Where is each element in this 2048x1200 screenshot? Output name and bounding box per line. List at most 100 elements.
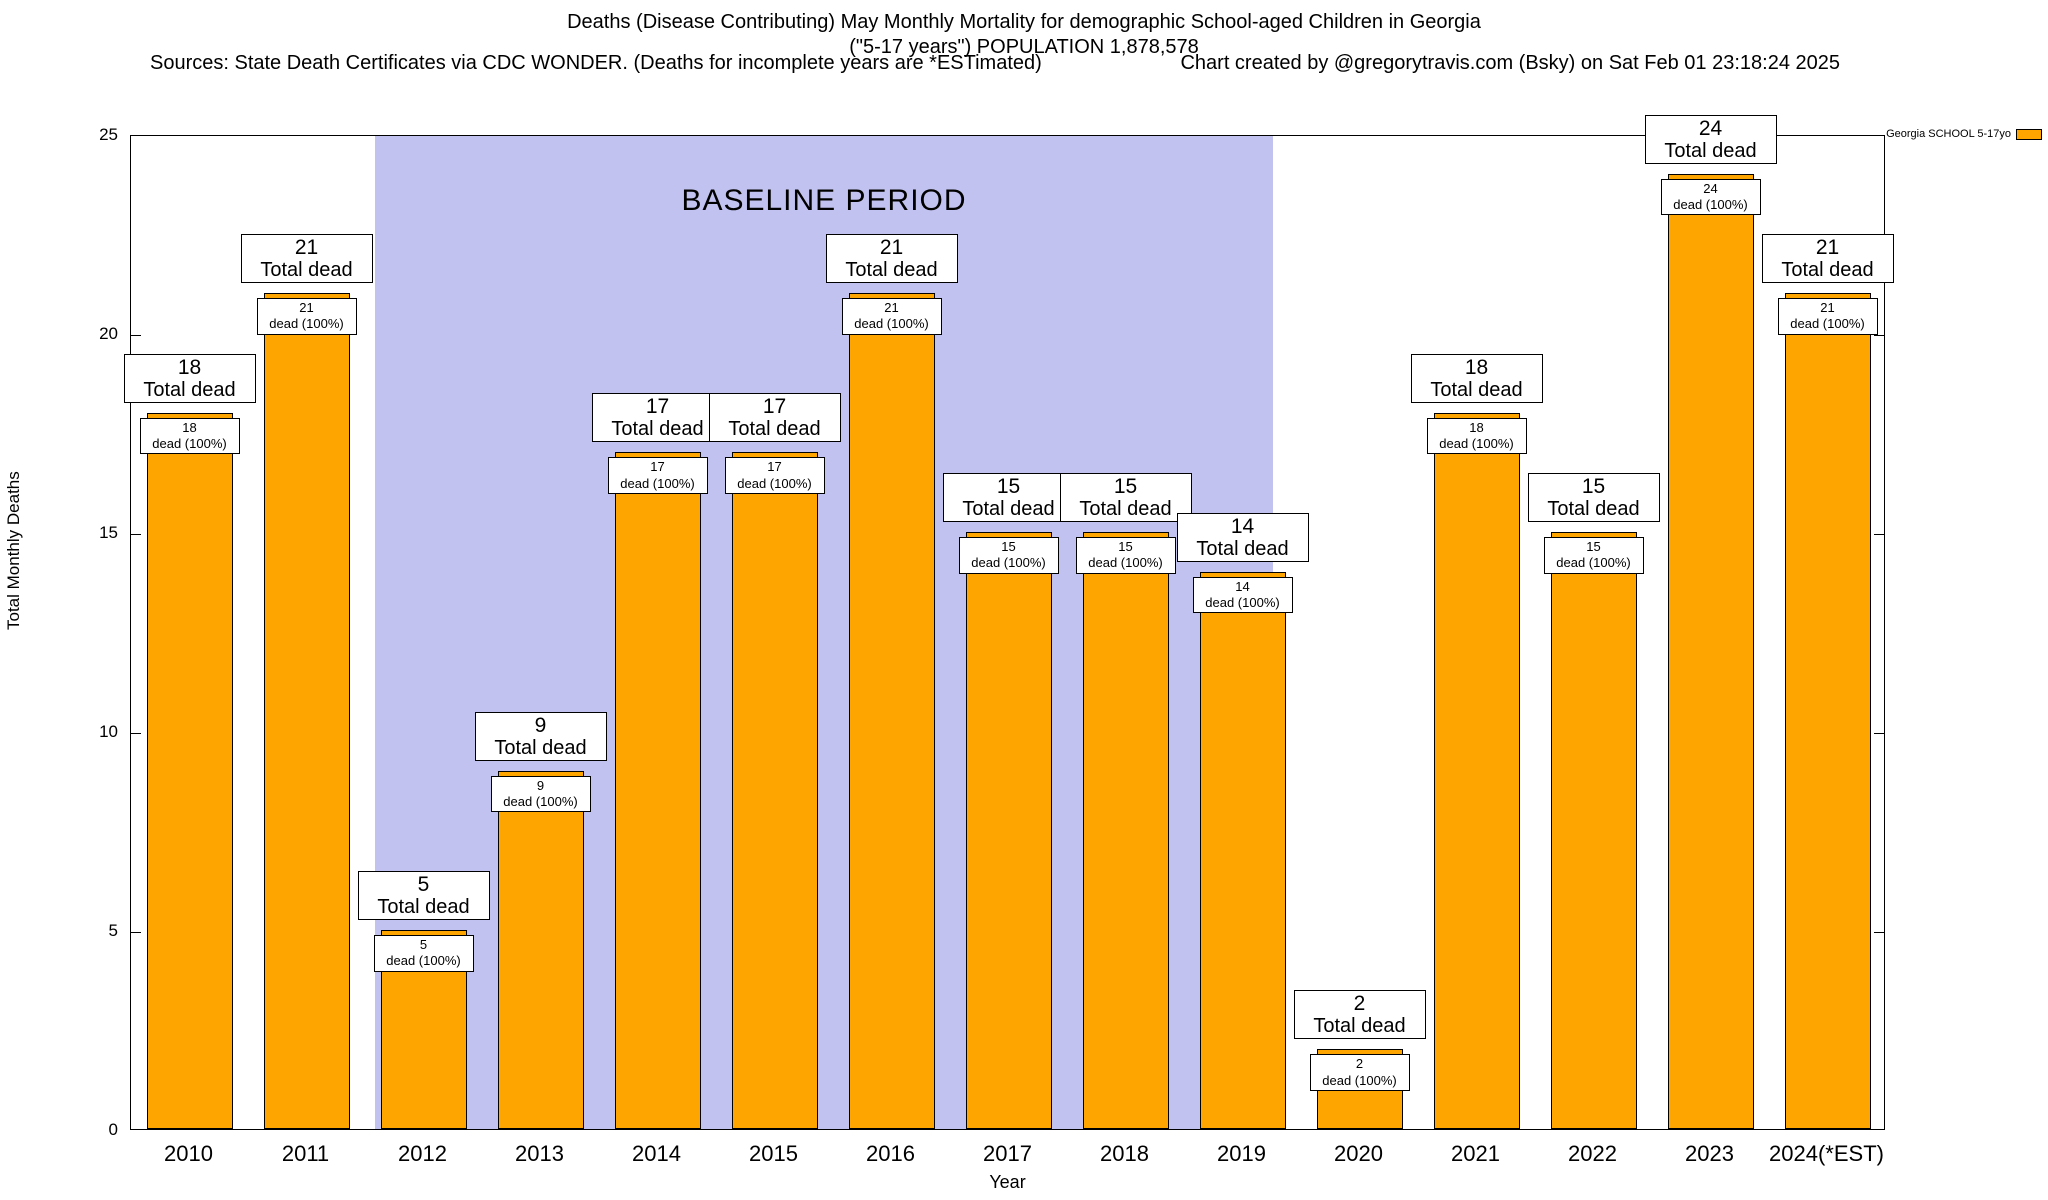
bar-segment-label-2017: 15 dead (100%) <box>958 537 1059 574</box>
bar-segment-label-2019: 14 dead (100%) <box>1192 576 1293 614</box>
chart-title-line1: Deaths (Disease Contributing) May Monthl… <box>567 11 1481 33</box>
y-tick-mark <box>131 534 141 535</box>
bar-segment-label-2015: 17 dead (100%) <box>724 457 825 494</box>
segment-value: 9 <box>536 777 545 793</box>
chart-subtitle-row: Sources: State Death Certificates via CD… <box>150 52 1840 75</box>
segment-value: 15 <box>1001 539 1016 554</box>
segment-value: 24 <box>1703 180 1718 196</box>
y-tick-label: 25 <box>99 125 118 144</box>
x-tick-label-2018: 2018 <box>1100 1141 1149 1166</box>
total-label: Total dead <box>377 896 470 918</box>
segment-label: dead (100%) <box>854 316 929 332</box>
total-label: Total dead <box>1781 259 1874 282</box>
chart-header: Deaths (Disease Contributing) May Monthl… <box>0 10 2048 60</box>
total-label: Total dead <box>1079 498 1172 520</box>
x-tick-label-2010: 2010 <box>164 1141 213 1166</box>
bar-segment-label-2024(*EST): 21 dead (100%) <box>1777 298 1878 335</box>
plot-area: BASELINE PERIOD 18 dead (100%) 18 Total dead… <box>123 114 1894 1130</box>
y-tick-mark <box>131 932 141 933</box>
bar-segment-label-2021: 18 dead (100%) <box>1426 417 1527 455</box>
bar-total-label-2011: 21 Total dead <box>240 234 373 284</box>
legend-swatch <box>2016 128 2042 140</box>
baseline-period-label: BASELINE PERIOD <box>681 184 967 217</box>
segment-label: dead (100%) <box>737 475 812 491</box>
bar-2021 <box>1433 412 1520 1129</box>
bar-segment-label-2011: 21 dead (100%) <box>256 298 357 335</box>
bar-total-label-2012: 5 Total dead <box>357 870 490 920</box>
segment-label: dead (100%) <box>269 316 344 332</box>
segment-label: dead (100%) <box>386 953 461 969</box>
total-label: Total dead <box>962 498 1055 520</box>
segment-label: dead (100%) <box>1556 555 1631 571</box>
x-tick-label-2012: 2012 <box>398 1141 447 1166</box>
y-tick-mark <box>131 335 141 336</box>
bar-total-label-2021: 18 Total dead <box>1410 353 1543 403</box>
legend: Georgia SCHOOL 5-17yo <box>1886 128 2042 140</box>
bar-total-label-2024(*EST): 21 Total dead <box>1761 234 1894 284</box>
y-axis-title: Total Monthly Deaths <box>4 471 23 630</box>
bar-segment-label-2014: 17 dead (100%) <box>607 457 708 494</box>
chart-title-line2: ("5-17 years") POPULATION 1,878,578 <box>849 36 1199 58</box>
total-label: Total dead <box>1547 498 1640 520</box>
bar-segment-label-2013: 9 dead (100%) <box>490 775 591 813</box>
total-value: 9 <box>534 713 547 737</box>
sources-text: Sources: State Death Certificates via CD… <box>150 52 1042 74</box>
total-label: Total dead <box>260 259 353 282</box>
bar-total-label-2016: 21 Total dead <box>825 234 958 284</box>
x-tick-label-2019: 2019 <box>1217 1141 1266 1166</box>
segment-label: dead (100%) <box>620 475 695 491</box>
bar-total-label-2023: 24 Total dead <box>1644 114 1777 164</box>
segment-value: 18 <box>1469 419 1484 435</box>
segment-value: 17 <box>767 459 782 475</box>
segment-label: dead (100%) <box>1205 595 1280 611</box>
segment-label: dead (100%) <box>971 555 1046 571</box>
x-axis-labels: 2010 2011 2012 2013 2014 2015 2016 2017 2018 2019… <box>130 1141 1885 1169</box>
x-tick-label-2013: 2013 <box>515 1141 564 1166</box>
bar-total-label-2010: 18 Total dead <box>123 353 256 403</box>
bar-segment-label-2016: 21 dead (100%) <box>841 298 942 335</box>
bar-segment-label-2023: 24 dead (100%) <box>1660 178 1761 216</box>
x-tick-label-2022: 2022 <box>1568 1141 1617 1166</box>
bar-total-label-2013: 9 Total dead <box>474 711 607 761</box>
total-value: 15 <box>1581 474 1606 498</box>
y-tick-label: 20 <box>99 324 118 343</box>
segment-value: 21 <box>884 300 899 316</box>
segment-label: dead (100%) <box>152 435 227 451</box>
bar-2013 <box>497 770 584 1129</box>
total-value: 18 <box>1464 355 1489 379</box>
y-tick-mark <box>1874 932 1884 933</box>
x-tick-label-2021: 2021 <box>1451 1141 1500 1166</box>
y-tick-label: 10 <box>99 722 118 741</box>
total-label: Total dead <box>1313 1015 1406 1038</box>
y-tick-mark <box>1874 733 1884 734</box>
segment-value: 15 <box>1118 539 1133 554</box>
y-tick-label: 5 <box>108 921 118 940</box>
total-label: Total dead <box>845 259 938 282</box>
total-label: Total dead <box>1664 139 1757 162</box>
bar-2023 <box>1667 173 1754 1129</box>
bar-2022 <box>1550 532 1637 1129</box>
total-label: Total dead <box>494 736 587 759</box>
total-label: Total dead <box>728 418 821 441</box>
bar-2019 <box>1199 571 1286 1129</box>
segment-value: 14 <box>1235 578 1250 594</box>
x-tick-label-2016: 2016 <box>866 1141 915 1166</box>
bar-2010 <box>146 412 233 1129</box>
bar-2017 <box>965 532 1052 1129</box>
x-tick-label-2011: 2011 <box>281 1141 330 1166</box>
credit-text: Chart created by @gregorytravis.com (Bsk… <box>1180 52 1840 74</box>
total-value: 21 <box>294 236 319 260</box>
x-tick-label-2015: 2015 <box>749 1141 798 1166</box>
bar-total-label-2022: 15 Total dead <box>1527 472 1660 522</box>
segment-label: dead (100%) <box>1673 197 1748 213</box>
x-tick-label-2023: 2023 <box>1685 1141 1734 1166</box>
segment-value: 18 <box>182 419 197 435</box>
segment-label: dead (100%) <box>1322 1072 1397 1088</box>
bar-2016 <box>848 293 935 1129</box>
bar-2015 <box>731 452 818 1129</box>
bar-segment-label-2010: 18 dead (100%) <box>139 417 240 455</box>
bar-total-label-2014: 17 Total dead <box>591 393 724 443</box>
segment-value: 2 <box>1355 1056 1364 1072</box>
bar-segment-label-2020: 2 dead (100%) <box>1309 1054 1410 1091</box>
x-tick-label-2017: 2017 <box>983 1141 1032 1166</box>
